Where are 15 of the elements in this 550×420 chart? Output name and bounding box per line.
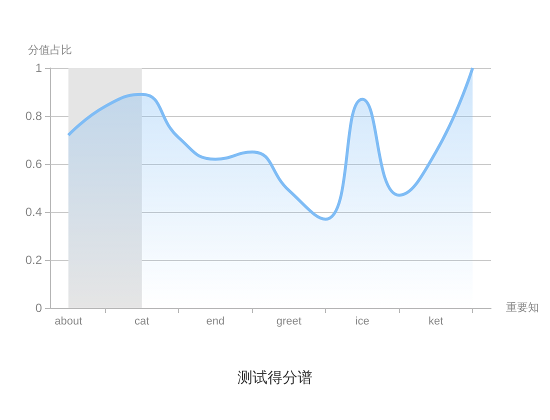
- y-tick-label: 0: [35, 301, 42, 315]
- y-axis-title: 分值占比: [28, 44, 72, 56]
- x-tick-label: ice: [355, 316, 370, 328]
- x-tick-label: cat: [134, 316, 150, 328]
- y-tick-label: 0.6: [25, 157, 42, 171]
- x-tick-label: greet: [276, 316, 302, 328]
- y-tick-label: 0.2: [25, 253, 42, 267]
- text: 测试得分谱: [238, 368, 312, 386]
- y-tick-label: 0.8: [25, 109, 42, 123]
- y-tick-label: 1: [35, 61, 42, 75]
- x-axis-title: 重要知: [506, 301, 539, 314]
- y-tick-label: 0.4: [25, 205, 42, 219]
- x-tick-label: ket: [428, 316, 444, 328]
- x-tick-label: end: [206, 316, 225, 328]
- x-tick-label: about: [54, 316, 82, 328]
